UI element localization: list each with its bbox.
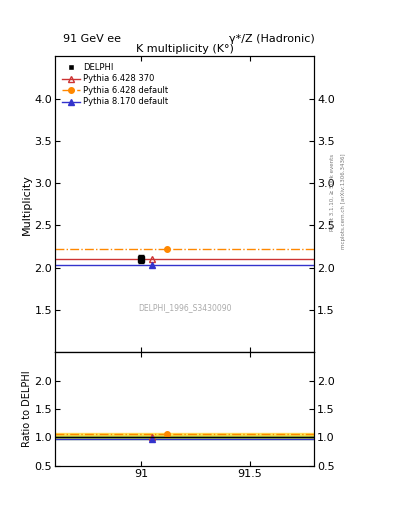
Text: DELPHI_1996_S3430090: DELPHI_1996_S3430090: [138, 303, 231, 312]
Y-axis label: Ratio to DELPHI: Ratio to DELPHI: [22, 371, 32, 447]
Text: mcplots.cern.ch [arXiv:1306.3436]: mcplots.cern.ch [arXiv:1306.3436]: [342, 154, 346, 249]
Bar: [55, 436, 314, 439]
Text: Rivet 3.1.10, ≥ 500k events: Rivet 3.1.10, ≥ 500k events: [330, 154, 334, 231]
Text: γ*/Z (Hadronic): γ*/Z (Hadronic): [229, 33, 314, 44]
Legend: DELPHI, Pythia 6.428 370, Pythia 6.428 default, Pythia 8.170 default: DELPHI, Pythia 6.428 370, Pythia 6.428 d…: [59, 60, 171, 109]
Y-axis label: Multiplicity: Multiplicity: [22, 174, 32, 234]
Title: K multiplicity (K°): K multiplicity (K°): [136, 44, 234, 54]
Text: 91 GeV ee: 91 GeV ee: [63, 33, 121, 44]
Bar: [55, 433, 314, 436]
